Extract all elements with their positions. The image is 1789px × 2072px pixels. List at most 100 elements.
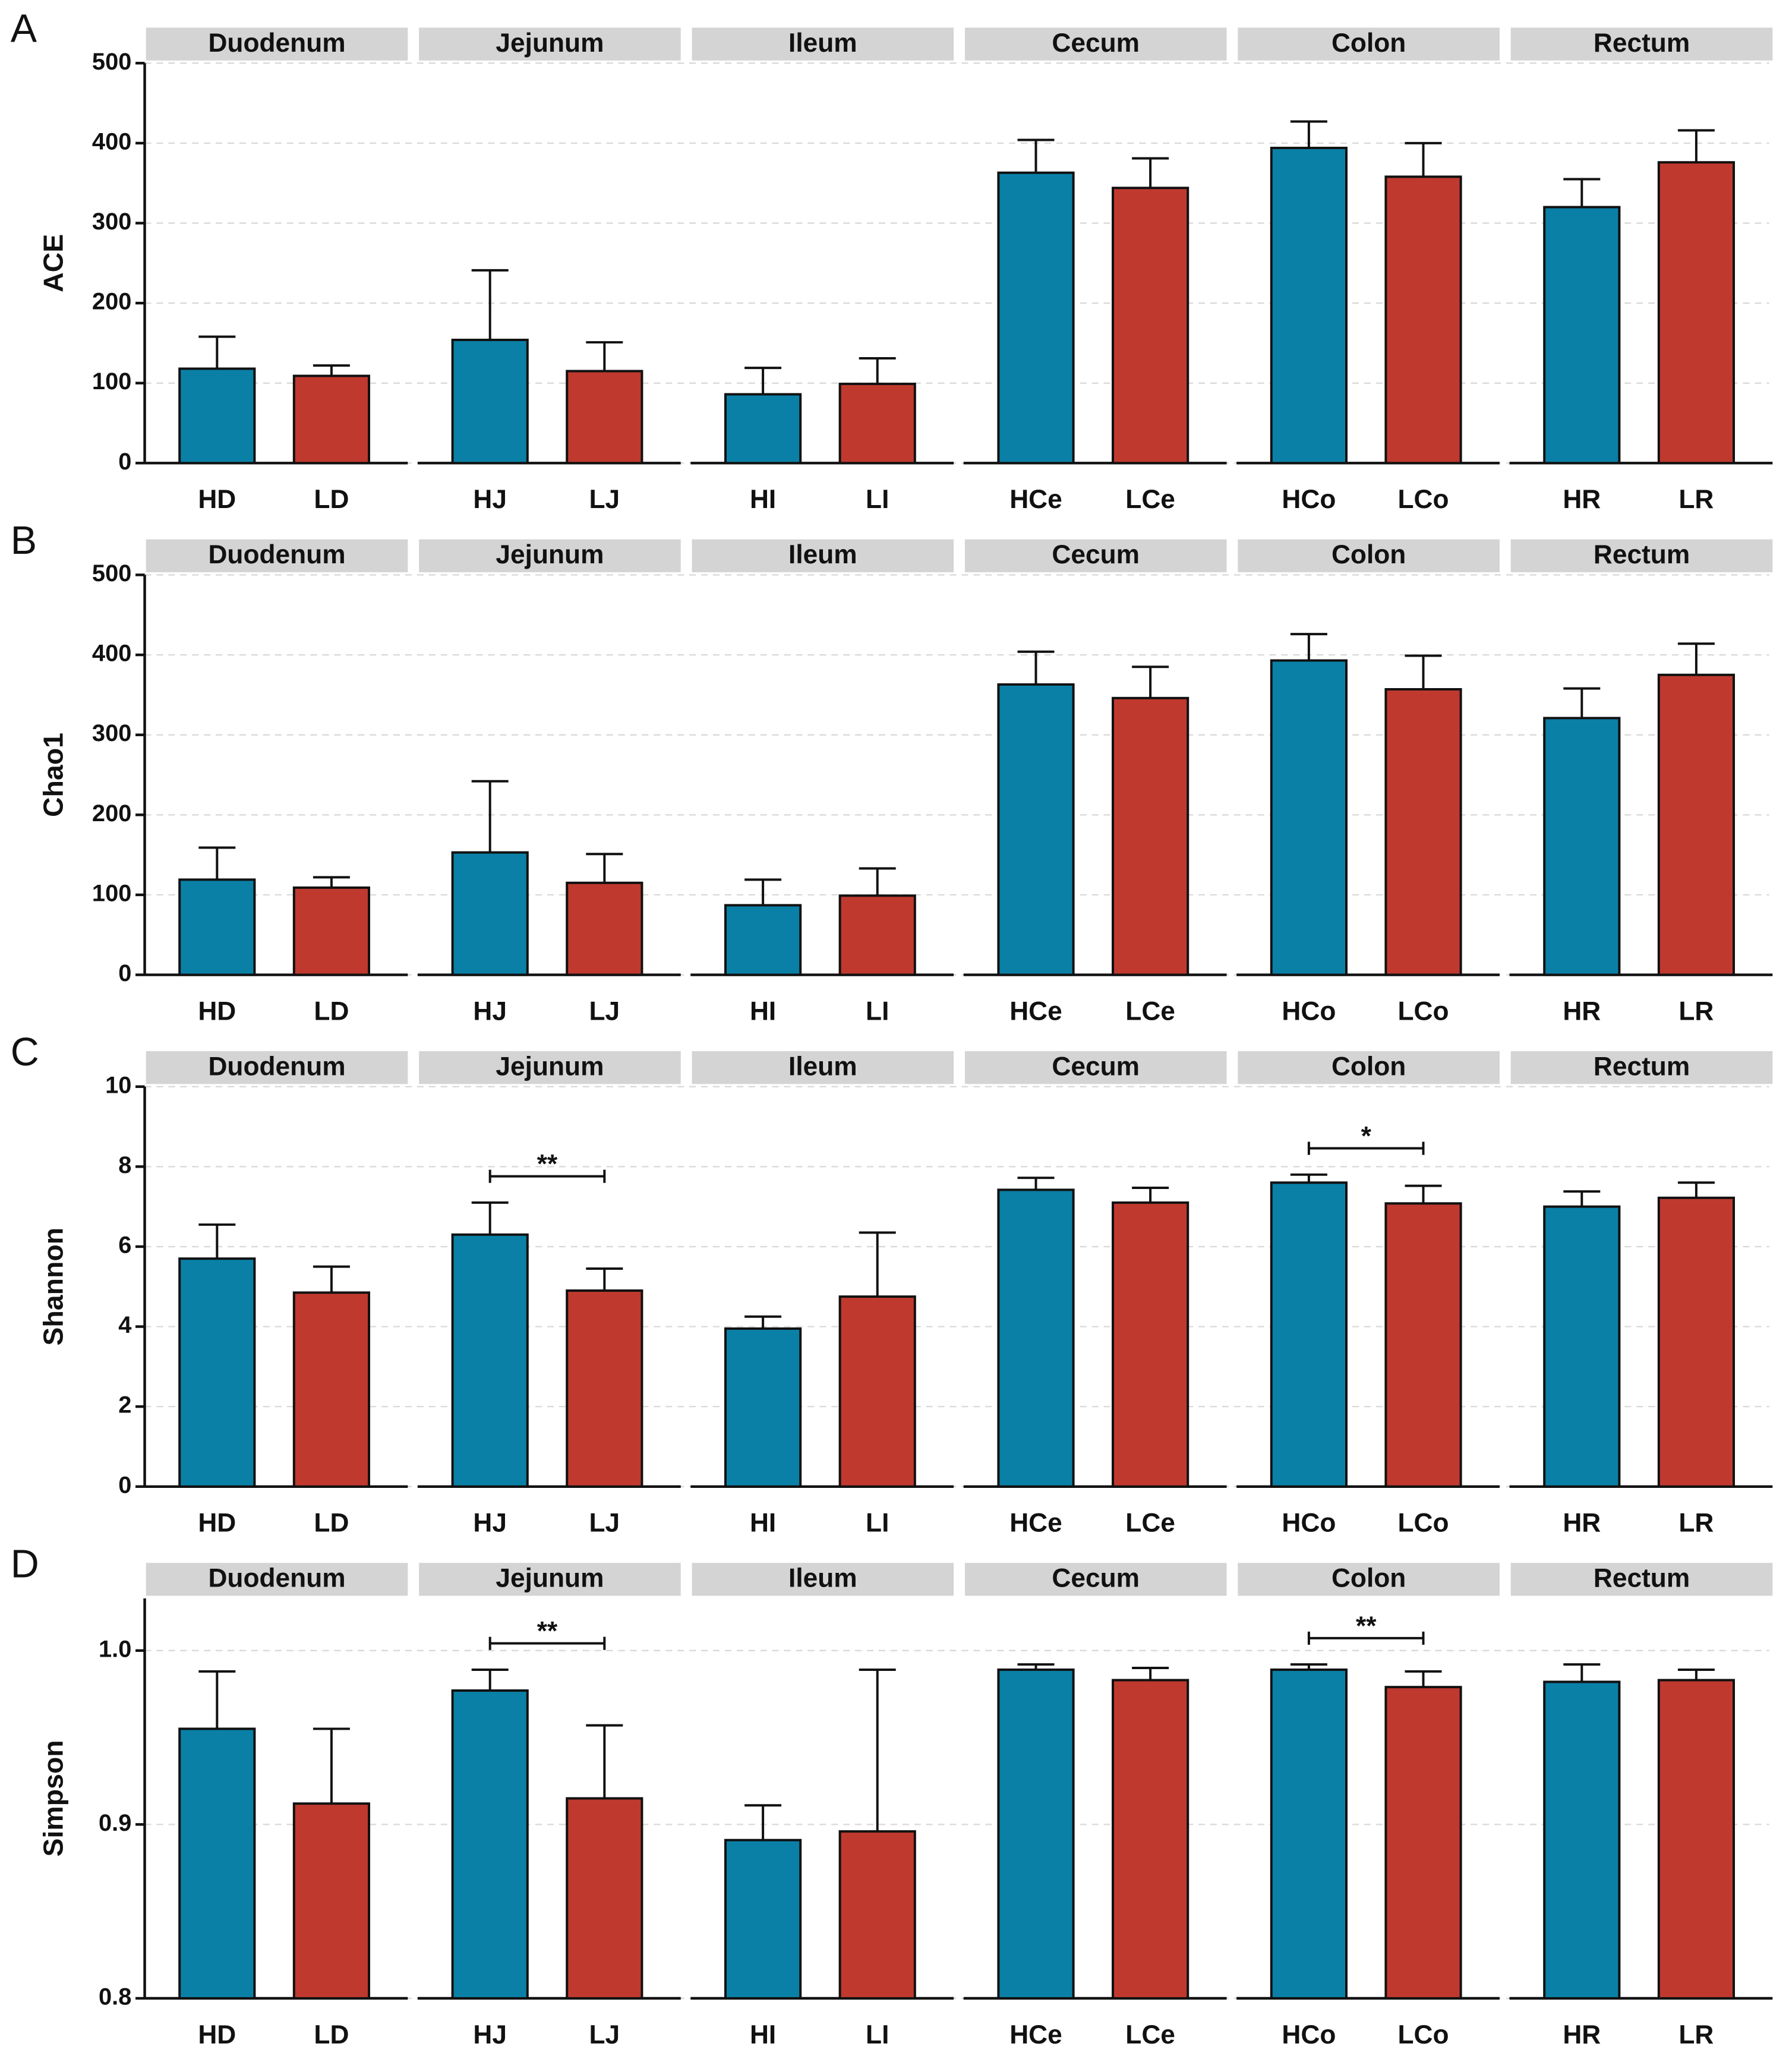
bar: [724, 1327, 802, 1488]
bar: [724, 1838, 802, 2000]
bar: [1657, 1196, 1736, 1488]
bar: [1384, 175, 1462, 465]
x-tick-label: HJ: [473, 485, 507, 514]
y-axis-title: Shannon: [37, 1228, 68, 1346]
x-tick-label: LI: [866, 485, 889, 514]
facet-strip: [419, 27, 681, 61]
bar: [566, 370, 643, 465]
bar: [566, 881, 643, 976]
facet-strip: [1510, 539, 1773, 573]
x-tick-label: LI: [866, 996, 889, 1026]
panel-label: C: [11, 1030, 39, 1074]
facet-label: Duodenum: [208, 29, 345, 58]
bar: [1384, 688, 1462, 976]
facet-label: Cecum: [1052, 1052, 1140, 1081]
facet-strip: [692, 1563, 954, 1596]
facet-strip: [146, 1563, 408, 1596]
facet-strip: [964, 1051, 1227, 1084]
facet-label: Jejunum: [496, 1052, 604, 1081]
facet-label: Cecum: [1052, 29, 1140, 58]
facet-label: Duodenum: [208, 1564, 345, 1593]
bar: [838, 383, 916, 465]
x-tick-label: LJ: [589, 485, 620, 514]
y-tick-label: 6: [118, 1232, 131, 1258]
facet-strip: [419, 1563, 681, 1596]
x-tick-label: LJ: [589, 996, 620, 1026]
facet-label: Rectum: [1594, 540, 1690, 569]
facet-strip: [419, 1051, 681, 1084]
y-tick-label: 400: [92, 641, 131, 667]
x-tick-label: LCe: [1125, 485, 1175, 514]
y-axis-title: ACE: [37, 234, 68, 292]
facet-label: Ileum: [788, 1052, 857, 1081]
y-axis-title: Simpson: [37, 1740, 68, 1856]
y-tick-label: 200: [92, 289, 131, 315]
y-tick-label: 1.0: [99, 1636, 131, 1662]
facet-label: Jejunum: [496, 1564, 604, 1593]
bar: [451, 851, 529, 976]
bar: [838, 894, 916, 976]
facet-strip: [1510, 1051, 1773, 1084]
x-tick-label: LCo: [1397, 2020, 1449, 2049]
y-tick-label: 4: [118, 1312, 131, 1338]
x-tick-label: LCo: [1397, 996, 1449, 1026]
facet-label: Duodenum: [208, 1052, 345, 1081]
facet-label: Ileum: [788, 29, 857, 58]
bar: [1112, 696, 1189, 976]
x-tick-label: LR: [1678, 1509, 1714, 1538]
x-tick-label: HCo: [1282, 2020, 1336, 2049]
x-tick-label: HJ: [473, 1509, 507, 1538]
bar: [292, 1802, 371, 2000]
bar: [1112, 1679, 1189, 2000]
y-tick-label: 500: [92, 49, 131, 75]
facet-strip: [692, 27, 954, 61]
bar: [1543, 1680, 1621, 2000]
y-tick-label: 100: [92, 368, 131, 395]
x-tick-label: HR: [1563, 996, 1601, 1026]
x-tick-label: HD: [198, 1509, 236, 1538]
x-tick-label: LCo: [1397, 1509, 1449, 1538]
bar: [1384, 1202, 1462, 1488]
x-tick-label: LJ: [589, 2020, 620, 2049]
x-tick-label: HI: [750, 1509, 776, 1538]
bar: [292, 886, 371, 976]
x-tick-label: HI: [750, 2020, 776, 2049]
x-tick-label: HCe: [1009, 996, 1062, 1026]
x-tick-label: LD: [314, 1509, 349, 1538]
significance-label: *: [1361, 1122, 1372, 1151]
x-tick-label: LJ: [589, 1509, 620, 1538]
x-tick-label: LR: [1678, 485, 1714, 514]
facet-strip: [146, 1051, 408, 1084]
facet-strip: [964, 539, 1227, 573]
x-tick-label: LD: [314, 2020, 349, 2049]
x-tick-label: HR: [1563, 2020, 1601, 2049]
facet-strip: [1238, 539, 1500, 573]
x-tick-label: LR: [1678, 2020, 1714, 2049]
y-tick-label: 0.9: [99, 1810, 131, 1836]
facet-strip: [692, 1051, 954, 1084]
bar: [838, 1830, 916, 2000]
bar: [1543, 1205, 1621, 1488]
x-tick-label: HJ: [473, 2020, 507, 2049]
x-tick-label: HCo: [1282, 485, 1336, 514]
x-tick-label: HCo: [1282, 996, 1336, 1026]
bar: [451, 1233, 529, 1488]
bar: [451, 339, 529, 465]
x-tick-label: HR: [1563, 1509, 1601, 1538]
facet-label: Jejunum: [496, 540, 604, 569]
facet-label: Cecum: [1052, 540, 1140, 569]
bar: [1270, 1181, 1348, 1488]
x-tick-label: HJ: [473, 996, 507, 1026]
facet-label: Ileum: [788, 540, 857, 569]
y-tick-label: 8: [118, 1152, 131, 1178]
y-tick-label: 300: [92, 720, 131, 746]
facet-label: Rectum: [1594, 29, 1690, 58]
bar: [1270, 146, 1348, 465]
bar: [566, 1289, 643, 1488]
facet-label: Ileum: [788, 1564, 857, 1593]
bar: [1657, 1679, 1736, 2000]
bar: [178, 367, 256, 465]
bar: [1270, 1668, 1348, 2000]
facet-strip: [1238, 1563, 1500, 1596]
